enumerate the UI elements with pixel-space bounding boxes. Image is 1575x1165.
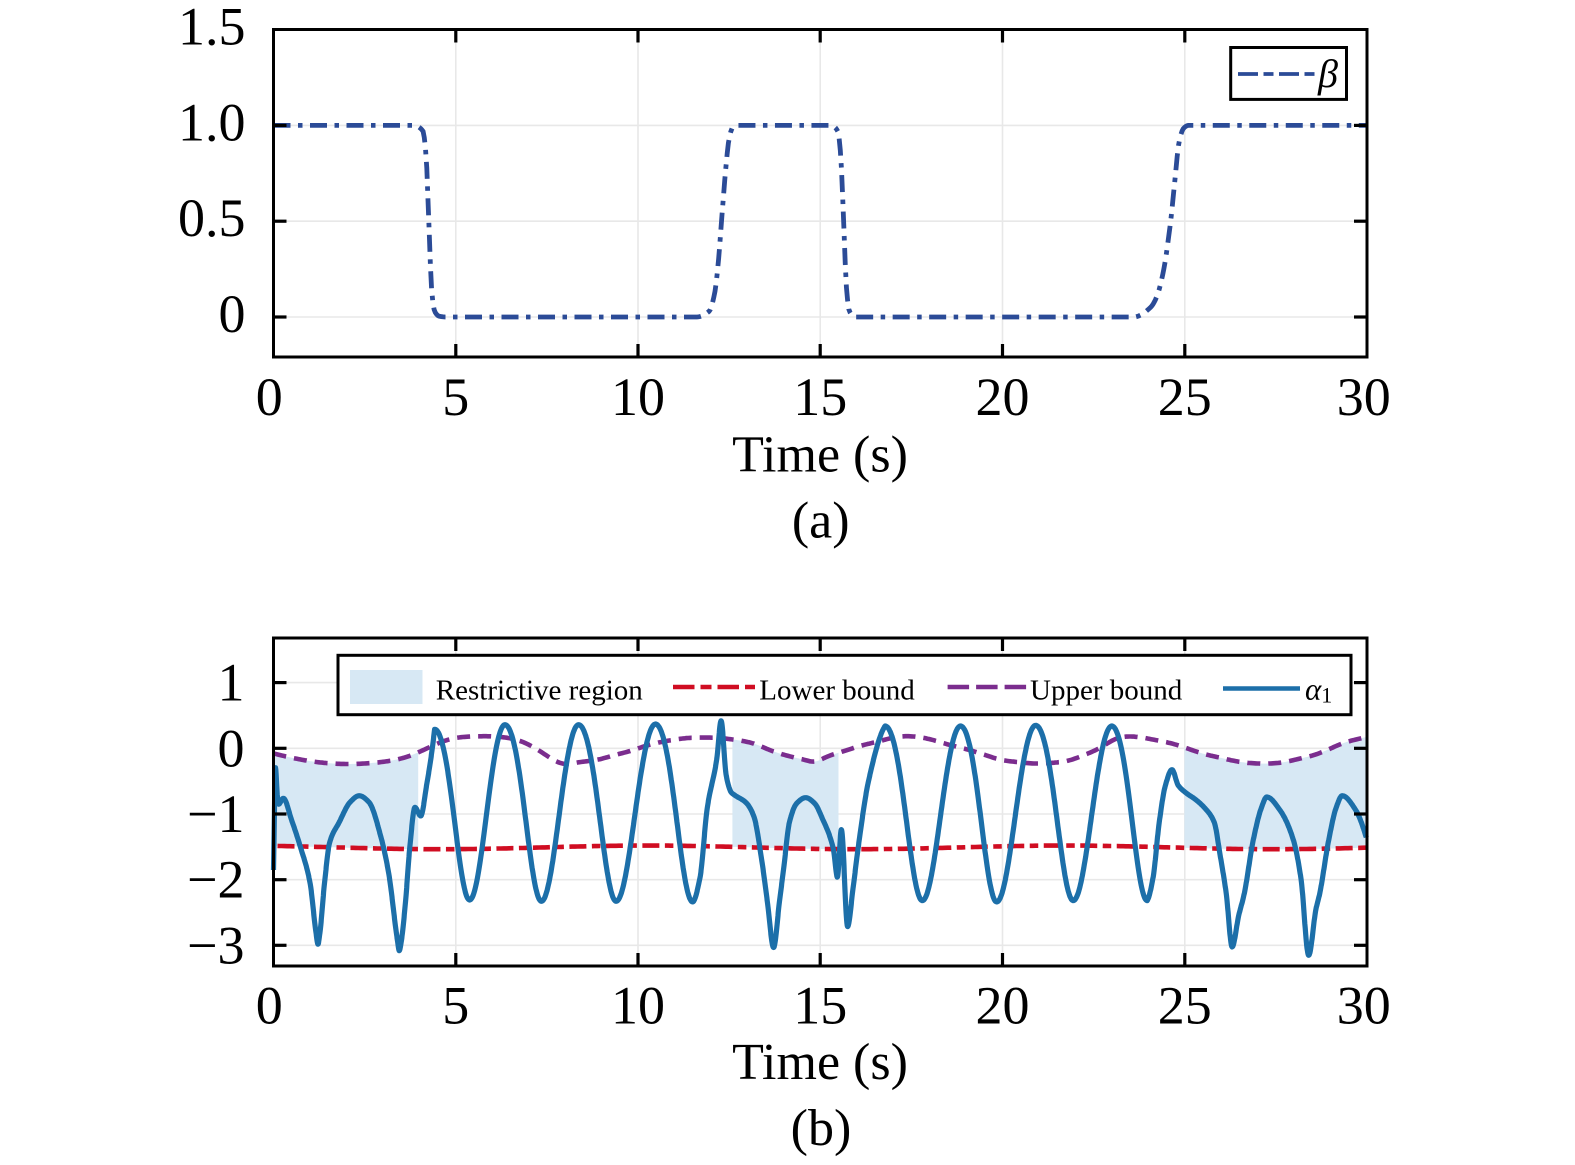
svg-text:15: 15	[793, 367, 847, 427]
svg-text:10: 10	[611, 367, 665, 427]
svg-text:Lower bound: Lower bound	[759, 674, 915, 706]
svg-text:β: β	[1317, 51, 1338, 96]
svg-text:Time (s): Time (s)	[732, 426, 908, 483]
svg-text:Upper bound: Upper bound	[1030, 674, 1183, 706]
svg-text:0: 0	[256, 975, 283, 1035]
svg-text:(b): (b)	[791, 1100, 852, 1157]
svg-text:20: 20	[976, 975, 1030, 1035]
svg-text:Restrictive region: Restrictive region	[436, 674, 643, 706]
svg-text:1.5: 1.5	[178, 0, 246, 57]
svg-text:1: 1	[218, 653, 245, 713]
svg-text:−1: −1	[187, 784, 244, 844]
svg-text:Time (s): Time (s)	[732, 1034, 908, 1091]
svg-text:−2: −2	[187, 850, 244, 910]
svg-text:25: 25	[1158, 975, 1212, 1035]
svg-text:5: 5	[442, 367, 469, 427]
svg-text:30: 30	[1337, 975, 1391, 1035]
svg-text:(a): (a)	[792, 493, 850, 550]
svg-text:0: 0	[219, 284, 246, 344]
svg-text:1.0: 1.0	[178, 92, 246, 152]
svg-text:15: 15	[793, 975, 847, 1035]
svg-text:10: 10	[611, 975, 665, 1035]
svg-text:0: 0	[256, 367, 283, 427]
svg-text:0.5: 0.5	[178, 188, 246, 248]
svg-text:20: 20	[976, 367, 1030, 427]
svg-text:30: 30	[1337, 367, 1391, 427]
svg-text:5: 5	[442, 975, 469, 1035]
svg-text:−3: −3	[187, 915, 244, 975]
svg-text:25: 25	[1158, 367, 1212, 427]
svg-text:0: 0	[218, 718, 245, 778]
